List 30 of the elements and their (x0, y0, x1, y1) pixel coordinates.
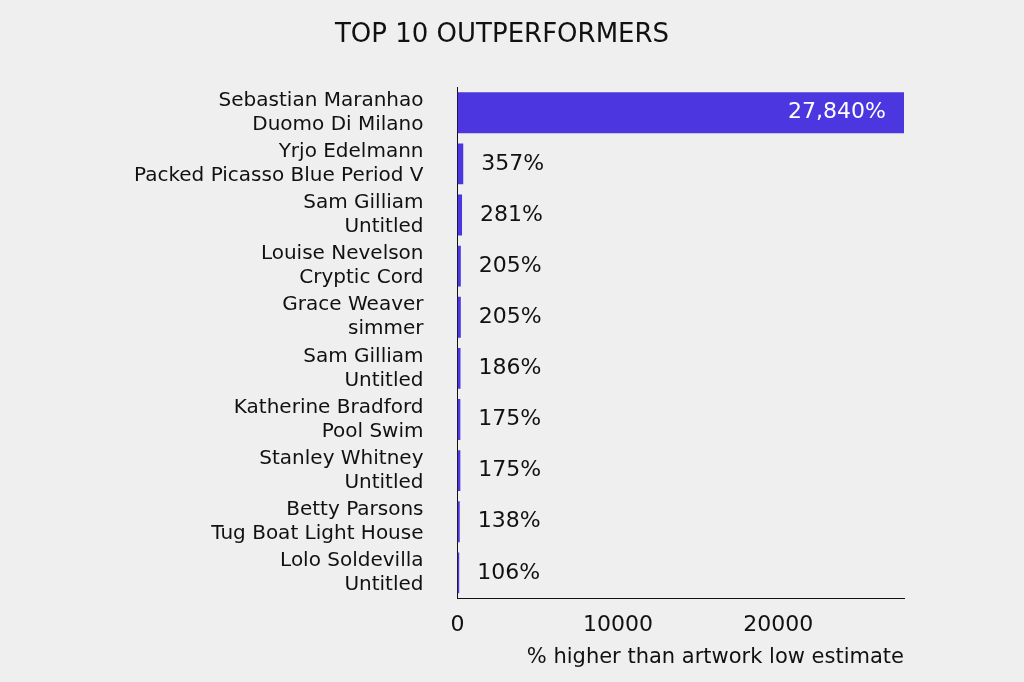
data-label: 27,840% (788, 98, 886, 124)
data-label: 106% (477, 558, 541, 584)
y-tick-label: Sam Gilliam Untitled (303, 342, 424, 391)
data-label: 357% (481, 149, 545, 175)
data-label: 205% (478, 251, 542, 277)
bar (457, 245, 461, 287)
y-tick-label: Sam Gilliam Untitled (303, 189, 424, 238)
x-tick-label: 10000 (582, 611, 653, 637)
data-label: 281% (480, 200, 543, 226)
bar (457, 501, 460, 543)
y-tick-label: Lolo Soldevilla Untitled (280, 547, 424, 596)
data-label: 186% (478, 354, 542, 380)
data-label: 175% (478, 456, 542, 482)
y-tick-label: Betty Parsons Tug Boat Light House (210, 495, 424, 544)
y-tick-label: Sebastian Maranhao Duomo Di Milano (218, 86, 424, 135)
data-label: 175% (478, 405, 542, 431)
bar (457, 347, 461, 389)
y-tick-label: Yrjo Edelmann Packed Picasso Blue Period V (133, 138, 424, 187)
data-label: 138% (477, 507, 541, 533)
y-tick-label: Stanley Whitney Untitled (259, 444, 424, 493)
x-axis-title: % higher than artwork low estimate (526, 643, 904, 668)
x-tick-label: 20000 (743, 611, 814, 637)
data-label: 205% (478, 302, 542, 328)
y-tick-label: Louise Nevelson Cryptic Cord (260, 240, 424, 289)
x-tick-label: 0 (450, 611, 465, 637)
y-tick-label: Katherine Bradford Pool Swim (233, 393, 424, 442)
y-tick-label: Grace Weaver simmer (282, 291, 425, 340)
bar (457, 296, 461, 338)
chart-title: TOP 10 OUTPERFORMERS (333, 18, 670, 49)
bar (457, 92, 904, 134)
